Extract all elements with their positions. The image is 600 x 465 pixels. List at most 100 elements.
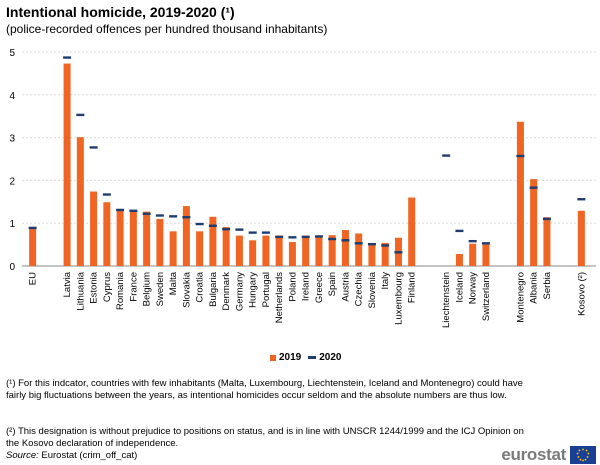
x-tick-label: Greece: [314, 272, 325, 303]
x-tick-label: Romania: [115, 271, 126, 310]
marker-2020-eu: [28, 226, 37, 230]
marker-2020-malta: [169, 215, 178, 218]
x-tick-label: Czechia: [354, 271, 365, 306]
bar-2019-hungary: [249, 240, 257, 266]
marker-2020-serbia: [542, 217, 551, 221]
source-line: Source: Eurostat (crim_off_cat): [6, 450, 137, 461]
bar-2019-romania: [116, 210, 124, 266]
footnote-2: (²) This designation is without prejudic…: [6, 426, 524, 449]
marker-2020-italy: [381, 244, 390, 247]
bar-2019-slovakia: [182, 206, 190, 266]
marker-2020-france: [129, 209, 138, 212]
x-tick-label: Estonia: [89, 271, 100, 303]
marker-2020-romania: [116, 208, 125, 212]
bar-2019-france: [129, 211, 137, 266]
marker-2020-montenegro: [516, 154, 525, 158]
marker-2020-slovenia: [367, 242, 376, 246]
marker-2020-croatia: [195, 222, 204, 226]
marker-2020-poland: [288, 236, 297, 239]
x-tick-label: EU: [28, 272, 39, 285]
chart-legend: 2019 2020: [270, 352, 342, 363]
marker-2020-norway: [468, 239, 477, 243]
x-tick-label: Portugal: [261, 272, 272, 307]
y-tick-label: 1: [9, 219, 15, 230]
marker-2020-luxembourg: [394, 251, 403, 254]
legend-swatch-2019: [270, 354, 276, 361]
marker-2020-slovakia: [182, 216, 191, 219]
marker-2020-netherlands: [275, 235, 284, 239]
bar-2019-belgium: [143, 211, 151, 266]
marker-2020-iceland: [455, 229, 464, 233]
legend-label-2019: 2019: [279, 352, 302, 363]
eu-flag-icon: [570, 446, 596, 464]
x-tick-label: Italy: [380, 272, 391, 290]
source-label: Source:: [6, 450, 39, 461]
x-tick-label: Denmark: [221, 272, 232, 311]
x-tick-label: Norway: [468, 272, 479, 304]
marker-2020-czechia: [354, 242, 363, 245]
bar-2019-finland: [408, 197, 416, 266]
marker-2020-latvia: [63, 56, 72, 59]
x-tick-label: Finland: [407, 272, 418, 303]
bar-2019-norway: [469, 243, 477, 266]
marker-2020-albania: [529, 186, 538, 189]
marker-2020-austria: [341, 239, 350, 242]
bar-2019-czechia: [355, 233, 363, 266]
bar-2019-montenegro: [516, 121, 524, 266]
logo-text: eurostat: [501, 445, 566, 464]
bar-2019-lithuania: [76, 137, 84, 266]
bar-2019-latvia: [63, 63, 71, 266]
legend-swatch-2020: [308, 356, 317, 359]
bar-2019-netherlands: [275, 235, 283, 266]
bar-2019-poland: [288, 242, 296, 266]
marker-2020-switzerland: [481, 242, 490, 245]
marker-2020-sweden: [155, 214, 164, 217]
bar-2019-germany: [235, 235, 243, 266]
x-tick-label: Kosovo (²): [576, 272, 587, 316]
marker-2020-spain: [328, 237, 337, 241]
bar-2019-kosovo-: [577, 210, 585, 266]
y-tick-label: 5: [9, 48, 15, 59]
bar-2019-portugal: [262, 235, 270, 266]
x-tick-label: Bulgaria: [208, 271, 219, 307]
chart-subtitle: (police-recorded offences per hundred th…: [6, 22, 328, 36]
footnote-1: (¹) For this indcator, countries with fe…: [6, 378, 523, 401]
y-tick-label: 2: [9, 176, 15, 187]
x-tick-label: Cyprus: [102, 272, 113, 302]
x-tick-label: Albania: [529, 271, 540, 303]
x-tick-label: Liechtenstein: [441, 272, 452, 328]
bar-2019-denmark: [222, 227, 230, 266]
bar-2019-sweden: [156, 218, 164, 266]
x-tick-label: Hungary: [248, 272, 259, 308]
marker-2020-cyprus: [102, 193, 111, 196]
marker-2020-ireland: [301, 235, 310, 239]
bar-2019-malta: [169, 231, 177, 266]
bar-2019-albania: [530, 179, 538, 266]
x-tick-label: Iceland: [454, 272, 465, 303]
x-tick-label: Slovenia: [367, 271, 378, 308]
x-tick-label: Germany: [234, 272, 245, 311]
bar-2019-slovenia: [368, 243, 376, 266]
marker-2020-lithuania: [76, 113, 85, 117]
x-tick-label: Belgium: [142, 272, 153, 306]
marker-2020-greece: [314, 235, 323, 238]
marker-2020-germany: [235, 228, 244, 231]
bar-2019-serbia: [543, 217, 551, 266]
x-tick-label: Luxembourg: [393, 272, 404, 325]
x-tick-label: Slovakia: [181, 271, 192, 308]
chart-title: Intentional homicide, 2019-2020 (¹): [6, 4, 235, 20]
x-tick-label: Lithuania: [75, 271, 86, 310]
x-tick-label: Montenegro: [515, 272, 526, 323]
x-tick-label: Malta: [168, 271, 179, 295]
marker-2020-denmark: [222, 227, 231, 231]
x-tick-label: Netherlands: [274, 272, 285, 323]
x-tick-label: Latvia: [62, 271, 73, 297]
x-tick-label: Poland: [287, 272, 298, 302]
eurostat-logo: eurostat: [501, 445, 596, 465]
bar-2019-italy: [381, 242, 389, 266]
y-tick-label: 0: [9, 262, 15, 273]
x-tick-label: Switzerland: [481, 272, 492, 321]
y-tick-label: 4: [9, 91, 15, 102]
bar-2019-ireland: [302, 235, 310, 266]
